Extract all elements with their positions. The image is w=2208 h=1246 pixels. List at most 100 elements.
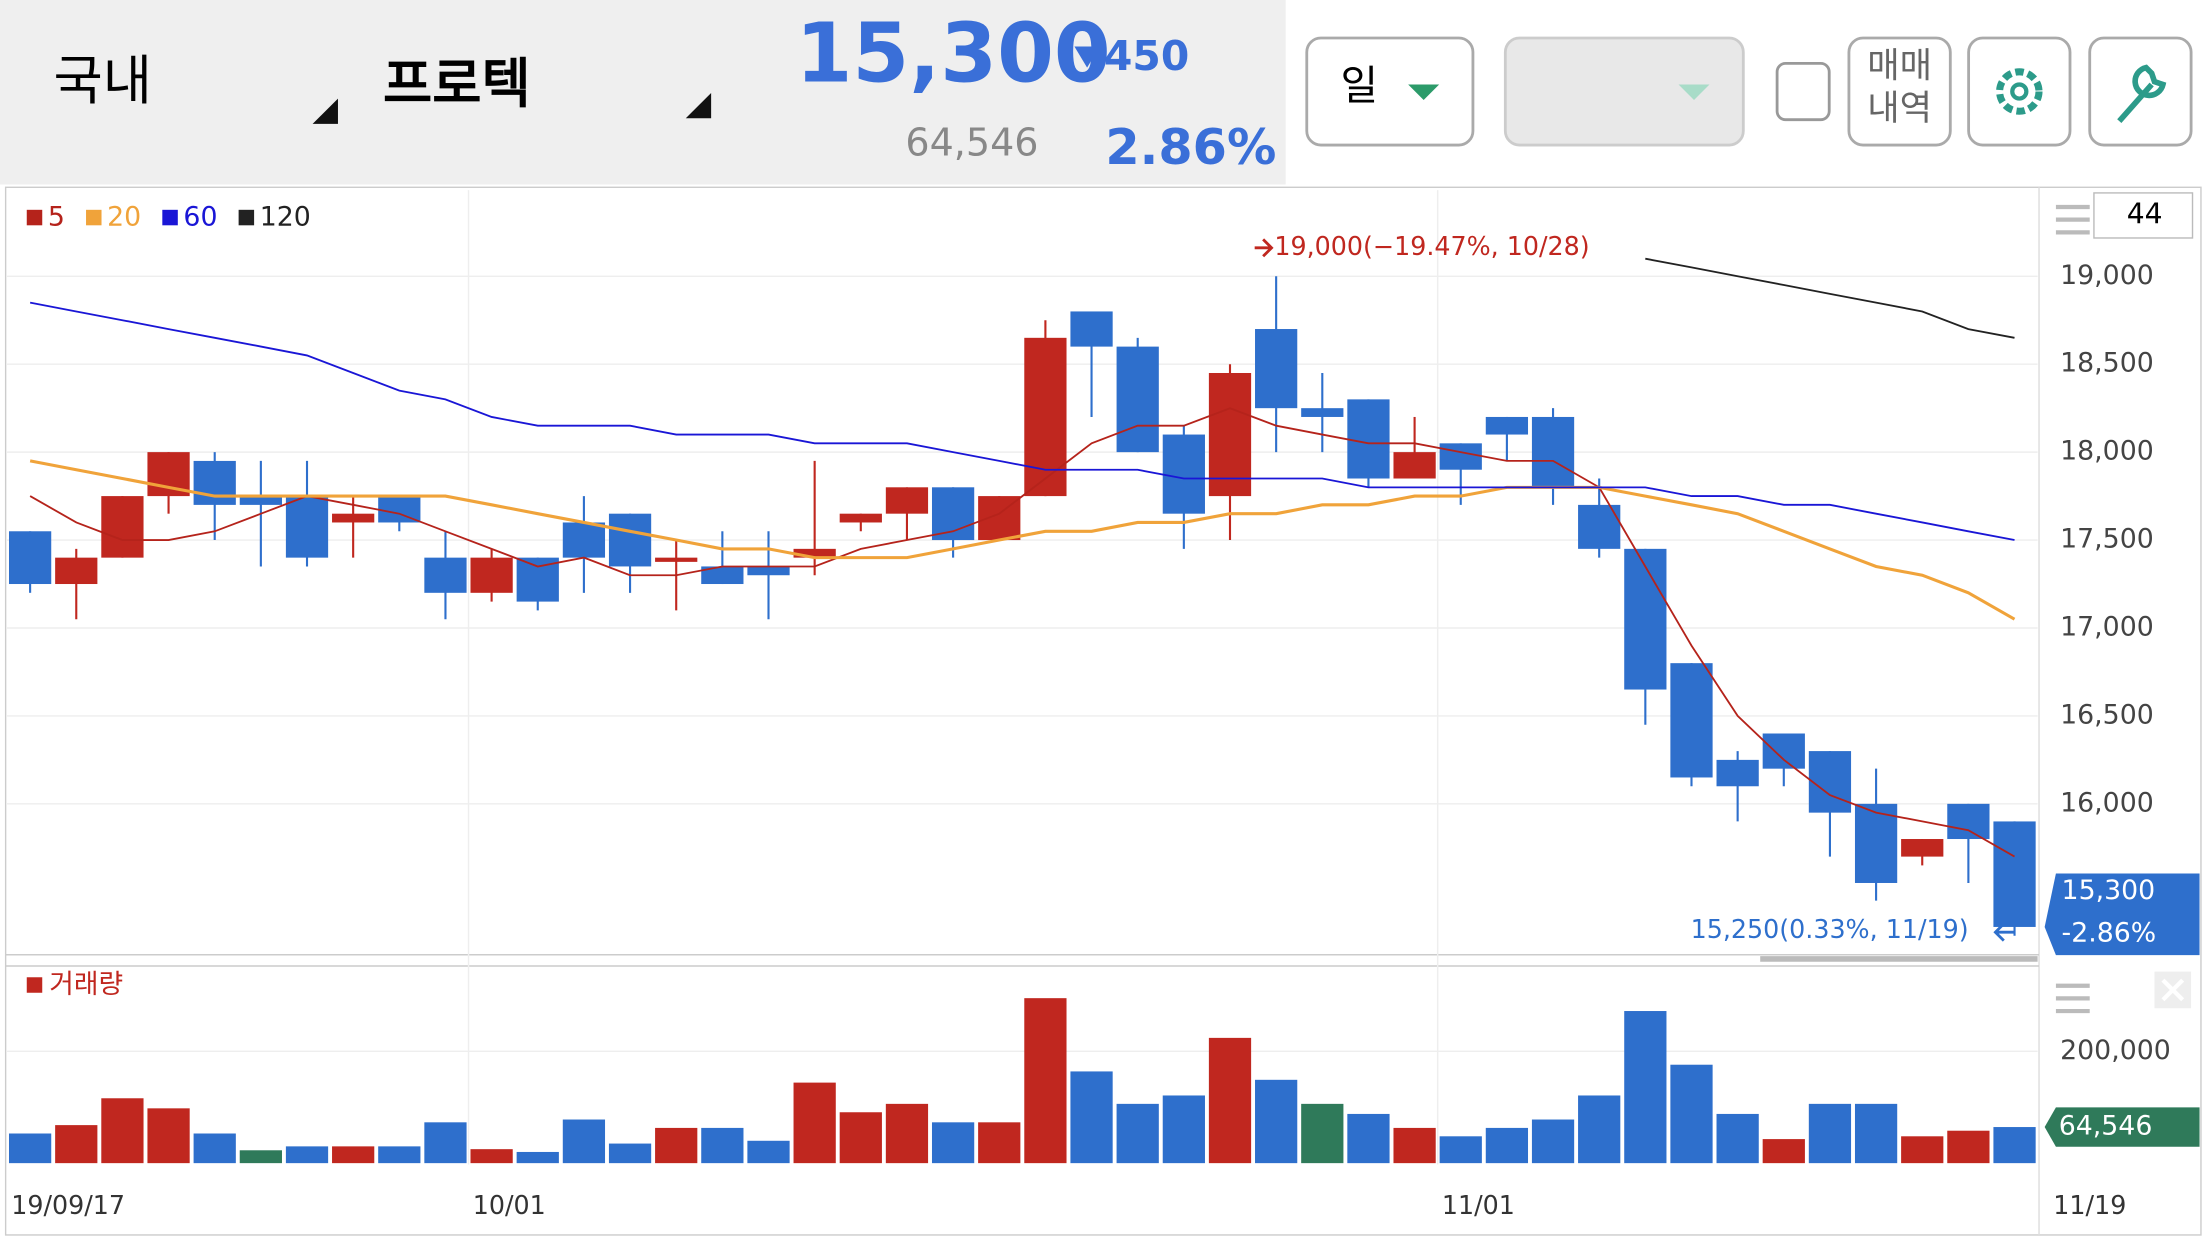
price-box-change: -2.86% <box>2062 917 2157 948</box>
period[interactable]: 일 <box>1341 62 1379 110</box>
volume-bar <box>1070 1071 1113 1164</box>
close-icon <box>2161 978 2185 1002</box>
volume-box <box>2044 1107 2200 1147</box>
menu-icon[interactable] <box>2055 204 2090 1014</box>
price: 15,300 <box>796 7 1111 102</box>
y-tick-label: 16,000 <box>2060 787 2154 818</box>
volume-bar <box>1762 1139 1805 1164</box>
select-button[interactable] <box>1503 36 1745 147</box>
ma-line <box>29 459 2016 621</box>
legend-label: 120 <box>260 202 311 233</box>
volume-bar <box>147 1108 190 1164</box>
volume-bar <box>1162 1095 1205 1164</box>
x-tick-label: 11/01 <box>1442 1190 1515 1220</box>
history-button[interactable] <box>1847 36 1952 147</box>
candle-body <box>701 566 744 585</box>
volume-bar <box>931 1122 975 1164</box>
plot: 16,000 16,500 17,000 17,500 18,000 18,500 19,0… <box>7 190 2200 1220</box>
candle-body <box>1162 434 1205 514</box>
arrow-icon <box>1993 922 2014 942</box>
legend-swatch <box>26 977 43 993</box>
legend-label: 5 <box>48 202 65 233</box>
candle-body <box>516 557 559 602</box>
candle-body <box>101 496 144 558</box>
volume-bar <box>608 1143 652 1164</box>
volume-bar <box>1116 1103 1159 1164</box>
volume-bar <box>1993 1127 2036 1164</box>
volume-bar <box>1531 1119 1575 1164</box>
candle-body <box>562 522 606 558</box>
settings-button[interactable] <box>1967 36 2072 147</box>
x-tick-label: 10/01 <box>473 1190 546 1220</box>
period-button[interactable] <box>1305 36 1475 147</box>
volume-bar <box>1901 1136 1944 1164</box>
volume: 64,546 <box>905 121 1038 165</box>
volume-bar <box>1716 1113 1759 1164</box>
gear-icon <box>1996 68 2043 115</box>
legend-label: 60 <box>183 202 217 233</box>
volume-bar <box>8 1133 52 1164</box>
volume-bar <box>193 1133 236 1164</box>
candle-body <box>1116 346 1159 453</box>
ma-line <box>1645 257 2015 339</box>
candle-body <box>655 557 698 562</box>
candle-body <box>378 496 421 523</box>
candle-body <box>1901 839 1944 857</box>
stock-name[interactable]: 프로텍 <box>383 52 531 115</box>
volume-bar <box>1947 1130 1990 1164</box>
count-box[interactable] <box>2093 192 2194 239</box>
candle-body <box>747 566 790 576</box>
candle-body <box>608 513 652 567</box>
candle-body <box>1301 408 1344 417</box>
candle-body <box>1439 443 1482 470</box>
y-tick-label: 200,000 <box>2060 1035 2171 1066</box>
legend-label: 거래량 <box>49 969 123 1000</box>
candle-body <box>193 460 236 505</box>
candle-body <box>239 496 282 505</box>
header-bg <box>0 0 1286 185</box>
change: 450 <box>1104 32 1189 80</box>
candle-body <box>1485 416 1529 435</box>
volume-bar <box>101 1098 144 1164</box>
candle-body <box>1670 663 1713 778</box>
dropdown-mark <box>312 98 338 124</box>
checkbox[interactable] <box>1775 61 1831 122</box>
candle-body <box>1993 821 2036 927</box>
candle-body <box>8 531 52 585</box>
chart-frame <box>4 186 2202 1236</box>
volume-bar <box>839 1112 882 1164</box>
volume-bar <box>516 1151 559 1164</box>
high-annotation: 19,000(−19.47%, 10/28) <box>1274 231 1589 261</box>
change-rate: 2.86% <box>1105 118 1276 176</box>
legend-swatch <box>86 209 102 226</box>
price-box <box>2044 873 2200 956</box>
volume-bar <box>239 1150 282 1164</box>
volume-bar <box>1393 1127 1436 1164</box>
volume-bar <box>332 1146 375 1164</box>
candle-body <box>1762 733 1805 769</box>
candle-body <box>1531 416 1575 488</box>
ma-line <box>29 407 2015 858</box>
volume-bar <box>885 1103 929 1164</box>
volume-bar <box>1208 1037 1252 1164</box>
candle-body <box>1208 372 1252 497</box>
down-arrow <box>1074 46 1100 68</box>
volume-bar <box>378 1146 421 1164</box>
volume-bar <box>1255 1079 1298 1164</box>
legend-swatch <box>26 209 43 226</box>
candle-body <box>285 496 329 558</box>
market[interactable]: 국내 <box>54 49 152 112</box>
volume-bar <box>285 1146 329 1164</box>
candle-body <box>1808 751 1852 813</box>
y-tick-label: 19,000 <box>2060 260 2154 291</box>
price-box-label: 15,300 <box>2062 875 2156 906</box>
candle-body <box>424 557 467 593</box>
legend-label: 20 <box>107 202 141 233</box>
dropdown-mark <box>685 92 712 119</box>
candle-body <box>1854 803 1898 883</box>
low-annotation: 15,250(0.33%, 11/19) <box>1691 914 1969 944</box>
candle-body <box>839 513 882 523</box>
candle-body <box>793 548 836 558</box>
